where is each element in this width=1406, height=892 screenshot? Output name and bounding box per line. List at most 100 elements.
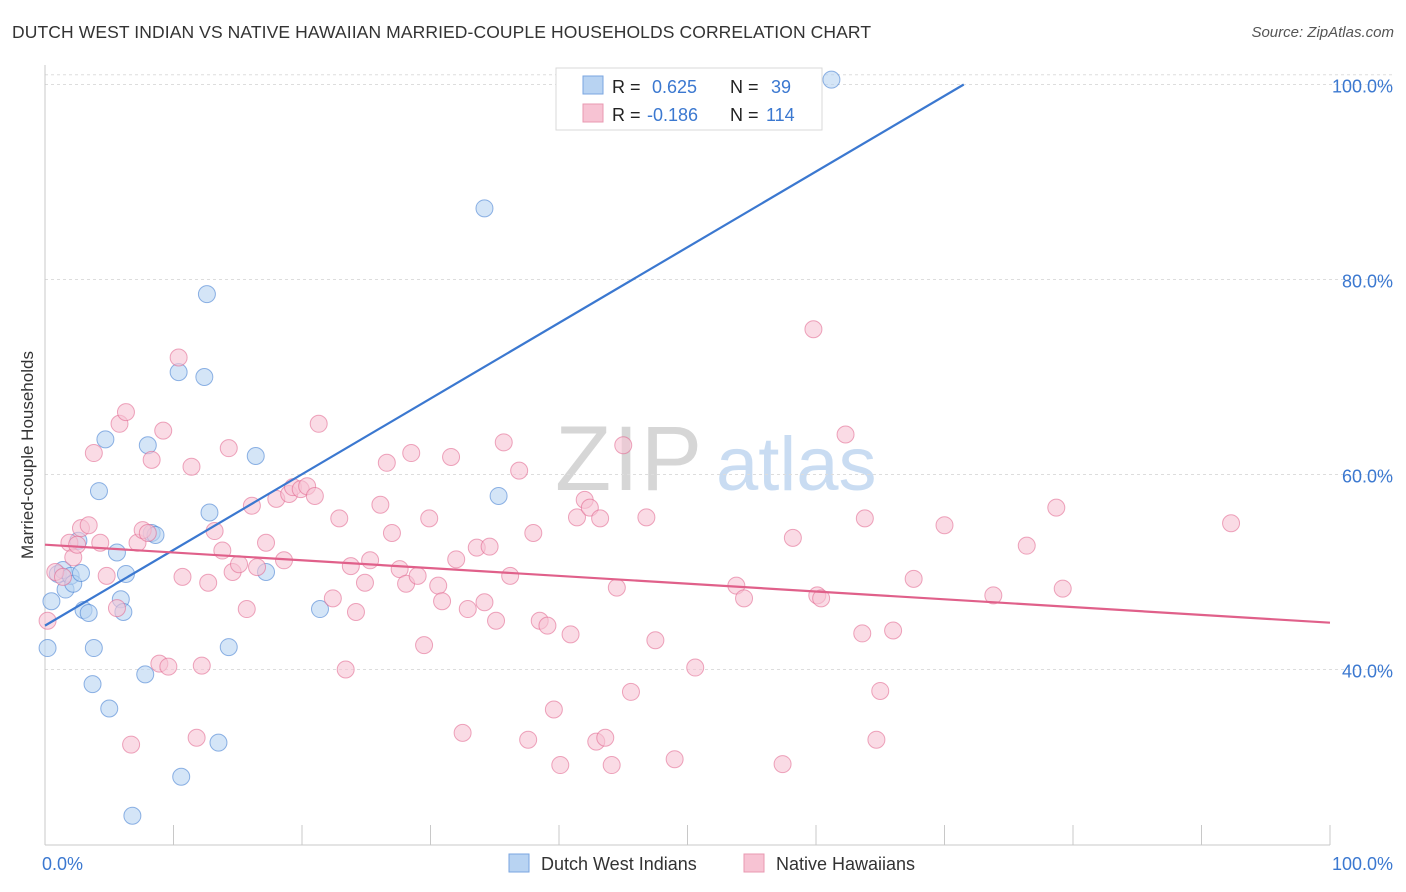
data-point [836,425,855,444]
data-point [665,750,684,769]
y-axis-label-group: Married-couple Households [18,351,37,559]
data-point [447,550,466,569]
stats-r-value-pink: -0.186 [647,105,698,125]
data-point [442,447,461,466]
data-point [330,509,349,528]
data-points [38,70,1241,825]
data-point [561,625,580,644]
data-point [142,450,161,469]
data-point [100,699,119,718]
data-point [89,482,108,501]
data-point [107,543,126,562]
data-point [420,509,439,528]
data-point [219,638,238,657]
data-point [209,733,228,752]
x-tick-label: 0.0% [42,854,83,874]
data-point [686,658,705,677]
data-point [783,528,802,547]
stats-swatch-pink [582,103,604,123]
data-point [822,70,841,89]
data-point [501,566,520,585]
data-point [136,665,155,684]
data-point [487,611,506,630]
trend-lines [44,83,1331,627]
data-point [453,723,472,742]
axes [44,65,1331,846]
data-point [524,524,543,542]
data-point [494,433,513,452]
data-point [935,516,954,535]
bottom-legend: Dutch West Indians Native Hawaiians [508,853,915,874]
data-point [475,199,494,218]
data-point [237,600,256,619]
data-point [38,611,57,630]
data-point [323,589,342,608]
legend-swatch-dutch-west-indians [508,853,530,873]
data-point [230,555,249,574]
data-point [382,524,401,542]
data-point [1222,514,1241,533]
data-point [123,806,142,825]
data-point [614,436,633,455]
data-point [53,567,72,586]
data-point [248,558,267,577]
legend-swatch-native-hawaiians [743,853,765,873]
data-point [371,495,390,514]
data-point [84,639,103,658]
data-point [567,508,586,527]
legend-label-native-hawaiians: Native Hawaiians [776,854,915,874]
data-point [433,592,452,611]
data-point [855,509,874,528]
stats-n-value-blue: 39 [771,77,791,97]
data-point [489,486,508,505]
y-tick-label: 80.0% [1342,272,1393,292]
data-point [199,573,218,592]
data-point [154,421,173,440]
tick-labels: 40.0% 60.0% 80.0% 100.0% 0.0% 100.0% [42,77,1393,875]
data-point [853,624,872,643]
data-point [984,586,1003,605]
data-point [172,767,191,786]
data-point [346,602,365,621]
data-point [96,430,115,449]
data-point [71,563,90,582]
data-point [884,621,903,640]
data-point [551,756,570,775]
stats-swatch-blue [582,75,604,95]
data-point [246,446,265,465]
data-point [871,681,890,700]
data-point [122,735,141,754]
y-tick-label: 40.0% [1342,662,1393,682]
watermark: ZIP atlas [555,408,877,510]
trend-line-0 [44,83,965,627]
data-point [219,439,238,458]
data-point [159,657,178,676]
data-point [538,616,557,635]
data-point [646,631,665,650]
data-point [341,557,360,576]
data-point [361,551,380,570]
data-point [195,368,214,386]
stats-n-label-blue: N = [730,77,759,97]
grid [45,74,1395,670]
stats-legend: R = 0.625 N = 39 R = -0.186 N = 114 [555,67,823,131]
data-point [257,533,276,552]
stats-n-label-pink: N = [730,105,759,125]
data-point [621,682,640,701]
data-point [377,453,396,472]
data-point [83,675,102,694]
data-point [97,566,116,585]
data-point [429,576,448,595]
data-point [415,636,434,655]
data-point [305,486,324,505]
data-point [336,660,355,679]
data-point [602,756,621,775]
data-point [1047,498,1066,517]
data-point [1017,536,1036,555]
data-point [116,403,135,422]
data-point [169,348,188,367]
data-point [607,578,626,597]
data-point [79,516,98,535]
data-point [1053,579,1072,598]
